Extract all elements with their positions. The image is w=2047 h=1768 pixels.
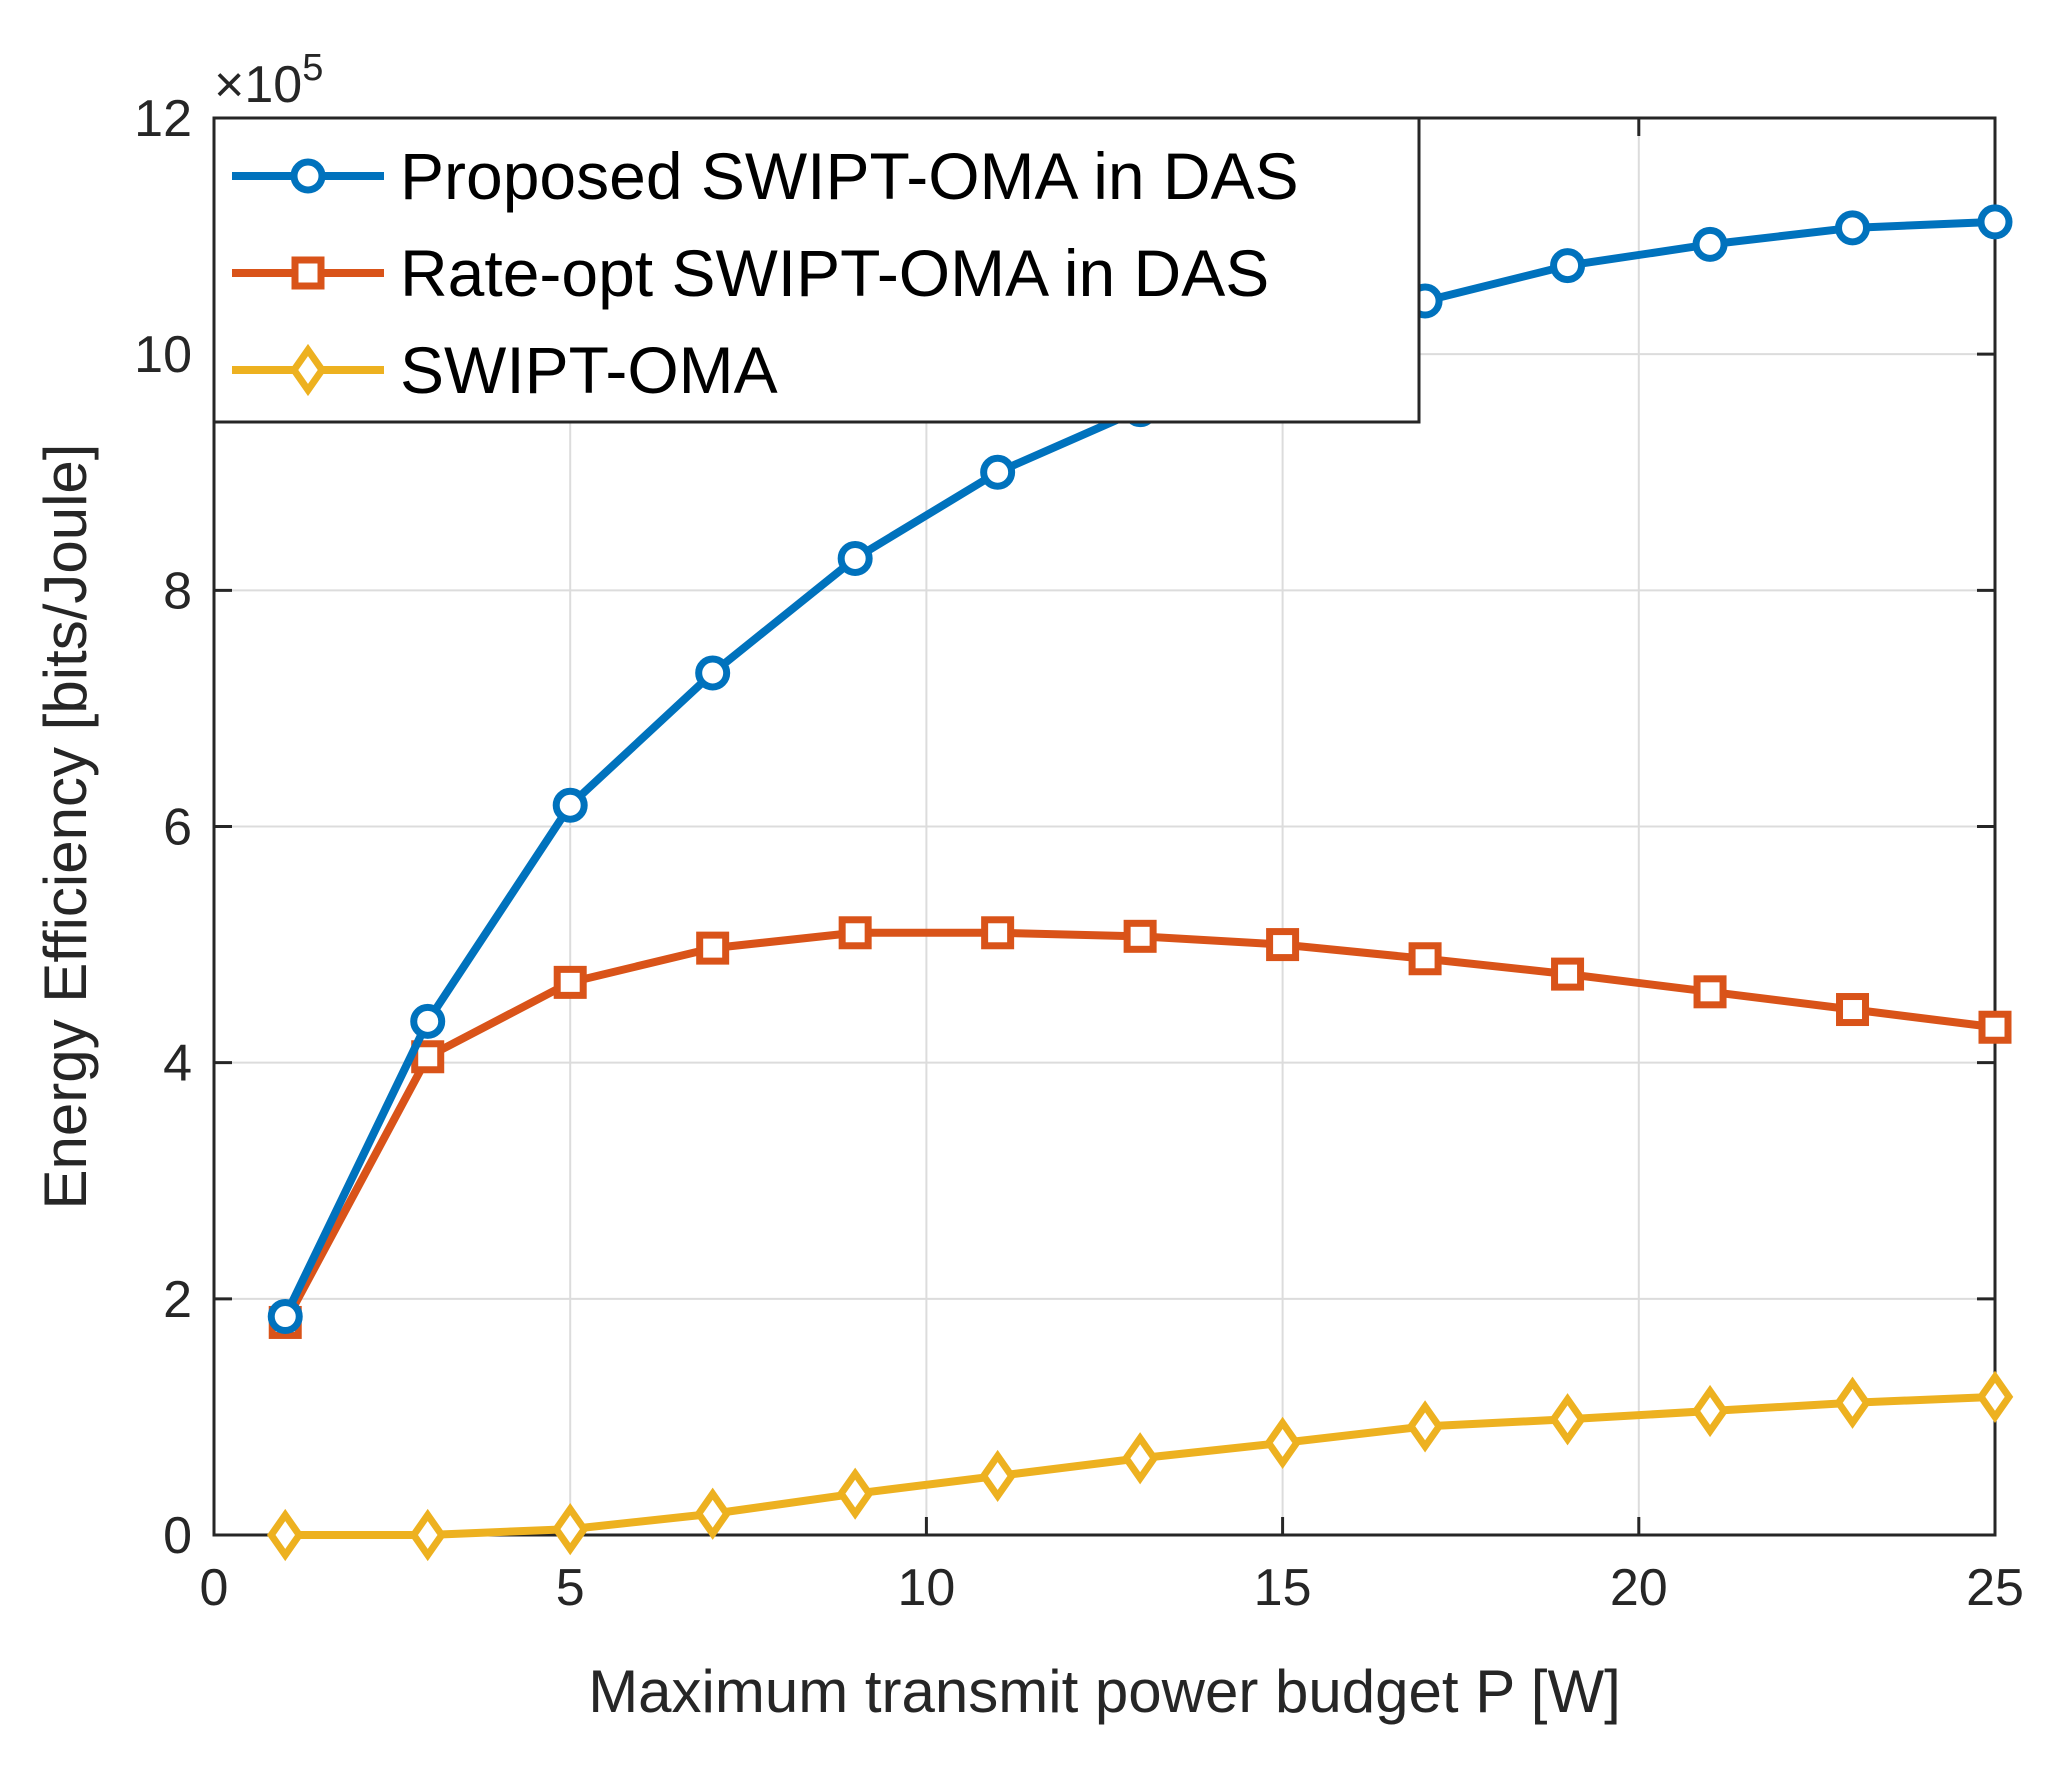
data-point-diamond xyxy=(1264,1416,1301,1469)
legend-label: SWIPT-OMA xyxy=(400,333,778,407)
x-tick-label: 5 xyxy=(556,1559,585,1617)
y-tick-label: 4 xyxy=(163,1035,192,1093)
legend-swatch-marker xyxy=(290,158,326,194)
series-1 xyxy=(268,916,2012,1339)
data-point-circle xyxy=(552,787,588,823)
data-point-circle xyxy=(267,1299,303,1335)
data-point-square xyxy=(838,916,872,950)
x-tick-label: 20 xyxy=(1610,1559,1668,1617)
data-point-diamond xyxy=(1549,1393,1586,1446)
data-point-circle xyxy=(980,454,1016,490)
data-point-square xyxy=(1551,957,1585,991)
data-point-square xyxy=(1123,919,1157,953)
data-point-circle xyxy=(1977,204,2013,240)
data-point-square xyxy=(1693,975,1727,1009)
data-point-circle xyxy=(837,540,873,576)
data-point-square xyxy=(1408,942,1442,976)
y-tick-label: 10 xyxy=(134,326,192,384)
data-point-circle xyxy=(1692,226,1728,262)
data-point-square xyxy=(1978,1010,2012,1044)
data-point-square xyxy=(981,916,1015,950)
y-scale-exponent-label: ×105 xyxy=(214,47,323,114)
data-point-square xyxy=(696,931,730,965)
data-point-square xyxy=(1836,993,1870,1027)
y-axis-label: Energy Efficiency [bits/Joule] xyxy=(32,444,99,1210)
data-point-square xyxy=(553,965,587,999)
x-tick-label: 10 xyxy=(897,1559,955,1617)
x-tick-label: 25 xyxy=(1966,1559,2024,1617)
legend-swatch-marker xyxy=(289,343,327,397)
y-tick-label: 6 xyxy=(163,799,192,857)
data-point-diamond xyxy=(409,1508,446,1562)
y-scale-base: ×10 xyxy=(214,56,302,114)
legend: Proposed SWIPT-OMA in DAS Rate-opt SWIPT-… xyxy=(212,116,1421,424)
data-point-diamond xyxy=(551,1502,589,1556)
data-point-diamond xyxy=(1976,1370,2014,1423)
ticks: 0 5 10 15 20 25 0 2 4 6 8 10 12 xyxy=(134,90,2024,1617)
legend-label: Rate-opt SWIPT-OMA in DAS xyxy=(400,236,1269,310)
data-point-diamond xyxy=(979,1449,1016,1503)
x-axis-label: Maximum transmit power budget P [W] xyxy=(588,1658,1621,1725)
data-point-square xyxy=(1266,928,1300,962)
legend-entry: SWIPT-OMA xyxy=(232,333,778,407)
data-point-circle xyxy=(410,1003,446,1039)
y-scale-exponent: 5 xyxy=(302,47,323,89)
series-line xyxy=(281,928,1996,1325)
series-2 xyxy=(266,1370,2014,1562)
data-point-diamond xyxy=(1121,1432,1159,1485)
legend-box xyxy=(212,116,1421,424)
y-tick-label: 12 xyxy=(134,90,192,148)
data-point-diamond xyxy=(266,1508,304,1562)
x-tick-label: 15 xyxy=(1254,1559,1312,1617)
y-tick-label: 8 xyxy=(163,562,192,620)
y-tick-label: 2 xyxy=(163,1271,192,1329)
data-point-circle xyxy=(1550,248,1586,284)
data-point-diamond xyxy=(1691,1384,1729,1438)
data-point-diamond xyxy=(1834,1376,1871,1429)
y-tick-label: 0 xyxy=(163,1507,192,1565)
data-point-diamond xyxy=(1406,1400,1444,1453)
data-point-circle xyxy=(695,655,731,691)
x-tick-label: 0 xyxy=(200,1559,229,1617)
data-point-diamond xyxy=(694,1487,731,1540)
data-point-circle xyxy=(1835,210,1871,246)
legend-swatch-marker xyxy=(291,256,325,290)
data-point-diamond xyxy=(836,1467,874,1520)
legend-entry: Rate-opt SWIPT-OMA in DAS xyxy=(232,236,1269,310)
legend-entry: Proposed SWIPT-OMA in DAS xyxy=(232,139,1299,213)
legend-label: Proposed SWIPT-OMA in DAS xyxy=(400,139,1299,213)
